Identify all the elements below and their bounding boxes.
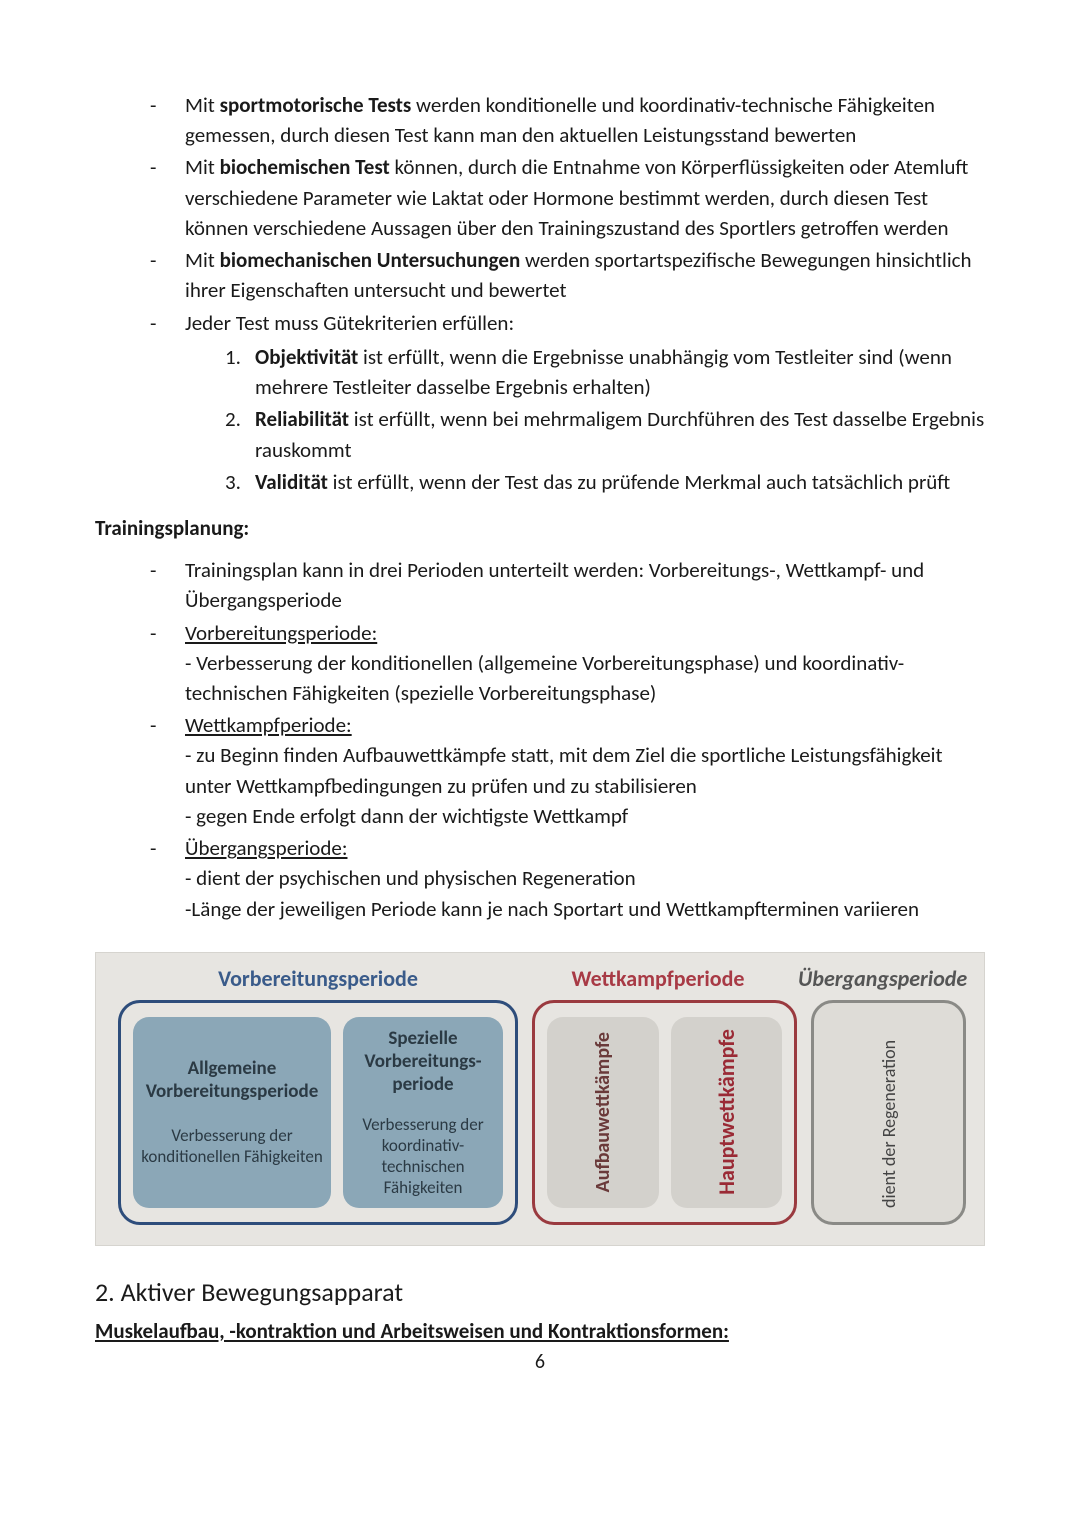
text: ist erfüllt, wenn der Test das zu prüfen…: [328, 469, 950, 495]
list-item: Übergangsperiode: - dient der psychische…: [150, 833, 985, 924]
text: - gegen Ende erfolgt dann der wichtigste…: [185, 801, 985, 831]
bold-term: sportmotorische Tests: [220, 92, 412, 118]
text: - zu Beginn finden Aufbauwettkämpfe stat…: [185, 740, 985, 800]
list-item: Jeder Test muss Gütekriterien erfüllen: …: [150, 308, 985, 497]
box-aufbau: Aufbauwettkämpfe: [547, 1017, 659, 1208]
text: - dient der psychischen und physischen R…: [185, 863, 985, 893]
bold-term: Validität: [255, 469, 328, 495]
bullet-list-1: Mit sportmotorische Tests werden konditi…: [95, 90, 985, 497]
text: Trainingsplan kann in drei Perioden unte…: [185, 557, 924, 613]
page-number: 6: [95, 1350, 985, 1374]
document-page: Mit sportmotorische Tests werden konditi…: [0, 0, 1080, 1414]
box-sub: Verbesserung der koordinativ-technischen…: [351, 1114, 495, 1198]
text: - Verbesserung der konditionellen (allge…: [185, 648, 985, 708]
bold-term: Objektivität: [255, 344, 358, 370]
title-uebergang: Übergangsperiode: [798, 965, 967, 1000]
vertical-label: Hauptwettkämpfe: [713, 1029, 740, 1195]
box-haupt: Hauptwettkämpfe: [671, 1017, 783, 1208]
text: Mit: [185, 92, 220, 118]
box-title: Allgemeine Vorbereitungsperiode: [141, 1057, 323, 1103]
box-sub: Verbesserung der konditionellen Fähigkei…: [141, 1125, 323, 1167]
section-heading: Trainingsplanung:: [95, 515, 985, 541]
list-item: Validität ist erfüllt, wenn der Test das…: [225, 467, 985, 497]
bullet-list-2: Trainingsplan kann in drei Perioden unte…: [95, 555, 985, 924]
group-vorbereitung: Allgemeine Vorbereitungsperiode Verbesse…: [118, 1000, 518, 1225]
list-item: Mit biochemischen Test können, durch die…: [150, 152, 985, 243]
list-item: Vorbereitungsperiode: - Verbesserung der…: [150, 618, 985, 709]
group-wettkampf: Aufbauwettkämpfe Hauptwettkämpfe: [532, 1000, 797, 1225]
heading-2: 2. Aktiver Bewegungsapparat: [95, 1276, 985, 1308]
text: Mit: [185, 247, 220, 273]
text: Mit: [185, 154, 220, 180]
title-wettkampf: Wettkampfperiode: [518, 965, 798, 1000]
list-item: Mit biomechanischen Untersuchungen werde…: [150, 245, 985, 305]
underlined-heading: Übergangsperiode:: [185, 835, 347, 861]
bold-term: Reliabilität: [255, 406, 349, 432]
text: -Länge der jeweiligen Periode kann je na…: [185, 894, 985, 924]
bold-term: biomechanischen Untersuchungen: [220, 247, 521, 273]
list-item: Reliabilität ist erfüllt, wenn bei mehrm…: [225, 404, 985, 464]
diagram-row: Allgemeine Vorbereitungsperiode Verbesse…: [118, 1000, 966, 1225]
box-spezielle: Spezielle Vorbereitungs-periode Verbesse…: [343, 1017, 503, 1208]
text: ist erfüllt, wenn bei mehrmaligem Durchf…: [255, 406, 984, 462]
training-periods-diagram: Vorbereitungsperiode Wettkampfperiode Üb…: [95, 952, 985, 1246]
heading-3: Muskelaufbau, -kontraktion und Arbeitswe…: [95, 1318, 985, 1344]
vertical-label: dient der Regeneration: [878, 1017, 900, 1208]
vertical-label: Aufbauwettkämpfe: [591, 1032, 615, 1192]
diagram-titles-row: Vorbereitungsperiode Wettkampfperiode Üb…: [118, 965, 966, 1000]
box-title: Spezielle Vorbereitungs-periode: [351, 1027, 495, 1096]
text: Jeder Test muss Gütekriterien erfüllen:: [185, 310, 514, 336]
text: ist erfüllt, wenn die Ergebnisse unabhän…: [255, 344, 952, 400]
box-allgemeine: Allgemeine Vorbereitungsperiode Verbesse…: [133, 1017, 331, 1208]
list-item: Mit sportmotorische Tests werden konditi…: [150, 90, 985, 150]
list-item: Trainingsplan kann in drei Perioden unte…: [150, 555, 985, 615]
numbered-list: Objektivität ist erfüllt, wenn die Ergeb…: [185, 342, 985, 497]
list-item: Wettkampfperiode: - zu Beginn finden Auf…: [150, 710, 985, 831]
underlined-heading: Vorbereitungsperiode:: [185, 620, 377, 646]
bold-term: biochemischen Test: [220, 154, 390, 180]
underlined-heading: Wettkampfperiode:: [185, 712, 352, 738]
title-vorbereitung: Vorbereitungsperiode: [118, 965, 518, 1000]
group-uebergang: dient der Regeneration: [811, 1000, 966, 1225]
list-item: Objektivität ist erfüllt, wenn die Ergeb…: [225, 342, 985, 402]
